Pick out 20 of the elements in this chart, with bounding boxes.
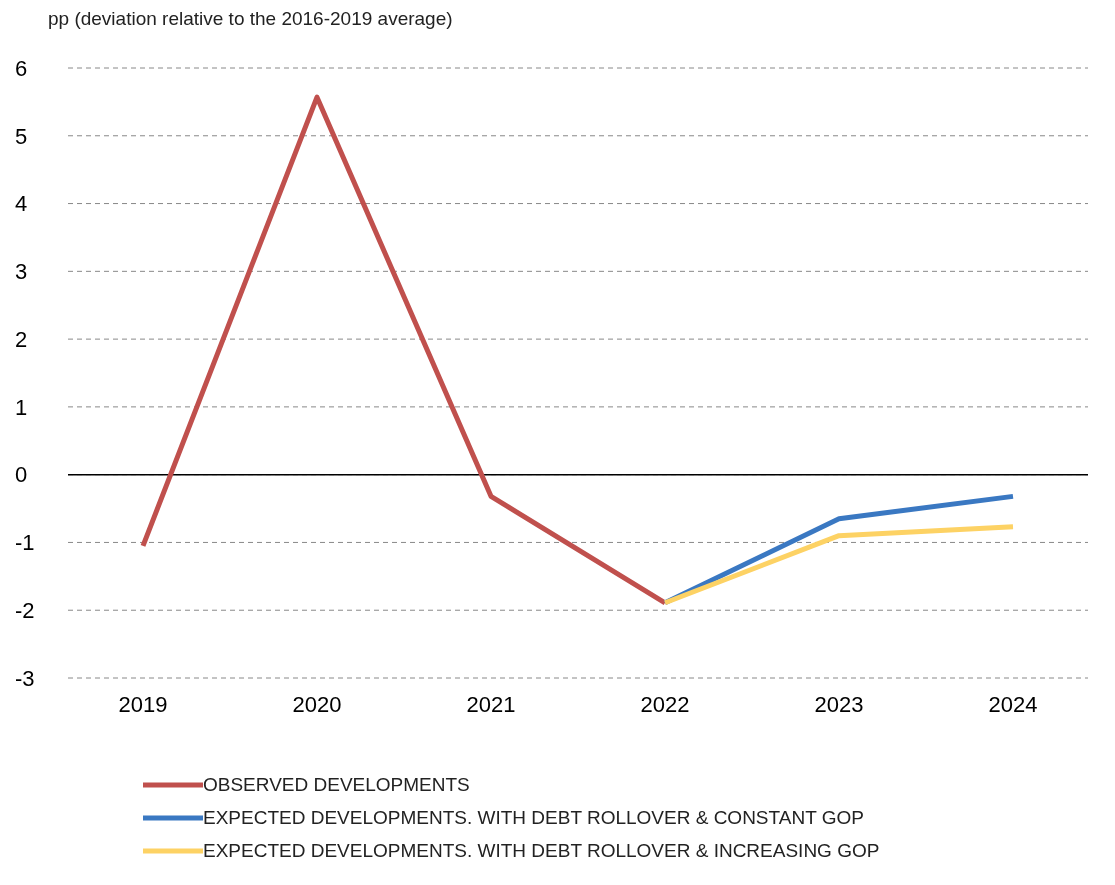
y-tick-label: -3 — [15, 665, 35, 691]
legend-label: OBSERVED DEVELOPMENTS — [203, 773, 470, 796]
x-tick-label: 2019 — [118, 691, 168, 717]
y-tick-label: 5 — [15, 123, 28, 149]
y-tick-label: 6 — [15, 55, 28, 81]
y-tick-label: -2 — [15, 598, 35, 624]
y-tick-label: 3 — [15, 259, 28, 285]
x-tick-label: 2022 — [640, 691, 690, 717]
y-tick-label: -1 — [15, 530, 35, 556]
x-tick-label: 2023 — [814, 691, 864, 717]
text: pp (deviation relative to the 2016-2019 average) — [48, 8, 454, 31]
y-tick-label: 1 — [15, 394, 28, 420]
y-tick-label: 0 — [15, 462, 28, 488]
y-tick-label: 2 — [15, 326, 28, 352]
y-tick-label: 4 — [15, 191, 28, 217]
legend-label: EXPECTED DEVELOPMENTS. WITH DEBT ROLLOVER & INCREASING GOP — [203, 839, 880, 862]
legend-label: EXPECTED DEVELOPMENTS. WITH DEBT ROLLOVER & CONSTANT GOP — [203, 806, 864, 829]
x-tick-label: 2021 — [466, 691, 516, 717]
x-tick-label: 2024 — [988, 691, 1038, 717]
x-tick-label: 2020 — [292, 691, 342, 717]
